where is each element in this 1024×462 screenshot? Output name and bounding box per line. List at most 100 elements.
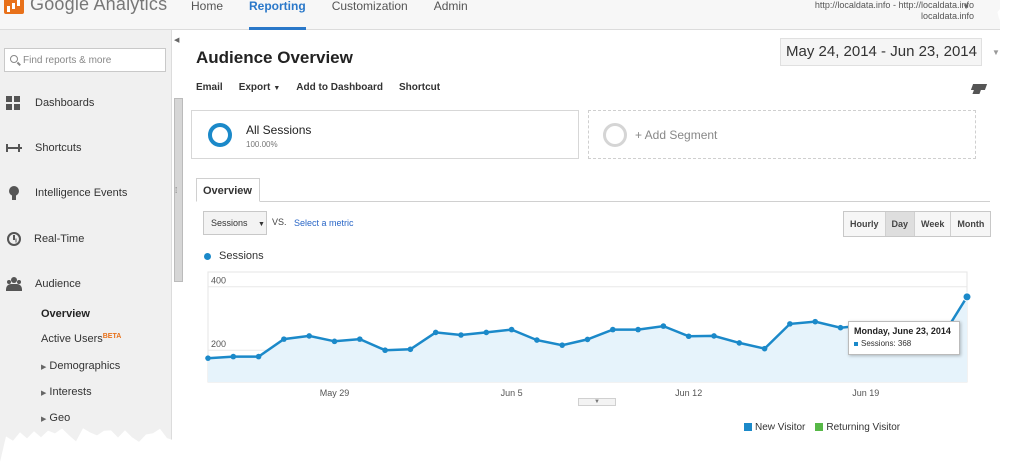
- sidebar-item-label: Intelligence Events: [35, 187, 128, 199]
- metric-label: Sessions: [211, 218, 248, 228]
- x-tick-label: Jun 19: [852, 388, 879, 398]
- export-label: Export: [238, 82, 271, 93]
- nav-customization[interactable]: Customization: [331, 0, 408, 13]
- select-metric-link[interactable]: Select a metric: [294, 218, 354, 228]
- granularity-day-button[interactable]: Day: [884, 212, 915, 236]
- account-selector[interactable]: http://localdata.info - http://localdata…: [815, 0, 974, 22]
- export-button[interactable]: Export ▼: [239, 82, 281, 93]
- email-button[interactable]: Email: [196, 82, 223, 93]
- data-point: [584, 336, 591, 343]
- chart-collapse-toggle[interactable]: ▼: [578, 398, 616, 406]
- analytics-logo-icon: [4, 0, 24, 14]
- segment-ring-icon: [208, 123, 232, 147]
- sidebar-item-intelligence-events[interactable]: Intelligence Events: [0, 178, 170, 208]
- report-toolbar: Email Export ▼ Add to Dashboard Shortcut: [196, 82, 440, 93]
- sidebar-subitem-geo[interactable]: ▶ Geo: [41, 412, 70, 424]
- legend-returning-visitor: Returning Visitor: [815, 422, 900, 433]
- granularity-week-button[interactable]: Week: [914, 212, 951, 236]
- google-analytics-logo[interactable]: Google Analytics: [4, 0, 167, 15]
- sidebar-item-label: Real-Time: [34, 233, 85, 245]
- data-point: [534, 337, 540, 343]
- top-bar: Google Analytics Home Reporting Customiz…: [0, 0, 1000, 30]
- account-property: localdata.info: [920, 11, 974, 21]
- sidebar-subitem-interests[interactable]: ▶ Interests: [41, 386, 92, 398]
- data-point: [458, 332, 464, 338]
- data-point: [685, 333, 692, 340]
- tooltip-label: Sessions: 368: [861, 339, 912, 348]
- data-point: [230, 353, 237, 360]
- search-input[interactable]: Find reports & more: [4, 48, 166, 72]
- new-visitor-swatch-icon: [744, 423, 752, 431]
- segment-percent: 100.00%: [246, 140, 278, 149]
- chevron-down-icon[interactable]: ▼: [962, 2, 970, 11]
- expand-arrow-icon: ▶: [41, 390, 47, 397]
- x-tick-label: Jun 5: [501, 388, 523, 398]
- add-to-dashboard-button[interactable]: Add to Dashboard: [296, 82, 383, 93]
- visitor-legend: New Visitor Returning Visitor: [744, 422, 900, 433]
- nav-admin[interactable]: Admin: [433, 0, 468, 13]
- sidebar-subitem-overview[interactable]: Overview: [41, 308, 90, 320]
- resize-grip-icon[interactable]: ⁞: [175, 186, 178, 195]
- data-point: [255, 353, 262, 360]
- metric-dropdown[interactable]: Sessions ▼: [203, 211, 267, 235]
- sidebar-subitem-demographics[interactable]: ▶ Demographics: [41, 360, 120, 372]
- granularity-toggle: Hourly Day Week Month: [843, 211, 992, 237]
- chevron-down-icon: ▼: [273, 85, 281, 92]
- sidebar-item-label: Active Users: [41, 333, 103, 345]
- shortcut-button[interactable]: Shortcut: [398, 82, 441, 93]
- expand-arrow-icon: ▶: [41, 416, 47, 423]
- sidebar-item-dashboards[interactable]: Dashboards: [0, 88, 170, 118]
- data-point: [635, 326, 641, 333]
- beta-badge: BETA: [102, 333, 122, 340]
- sidebar-item-real-time[interactable]: Real-Time: [0, 224, 170, 254]
- segment-name: All Sessions: [246, 123, 312, 137]
- nav-reporting[interactable]: Reporting: [249, 0, 318, 30]
- data-point: [432, 329, 439, 336]
- clock-icon: [7, 232, 21, 246]
- lightbulb-icon: [6, 186, 22, 200]
- main-nav: Home Reporting Customization Admin: [191, 0, 494, 30]
- graduation-cap-icon[interactable]: [970, 84, 988, 90]
- account-url: http://localdata.info - http://localdata…: [814, 0, 974, 10]
- grid-icon: [6, 96, 22, 110]
- chevron-down-icon: ▼: [258, 221, 265, 228]
- legend-label: New Visitor: [755, 422, 806, 433]
- data-point: [610, 326, 616, 333]
- chevron-down-icon[interactable]: ▼: [992, 48, 1000, 57]
- granularity-hourly-button[interactable]: Hourly: [844, 212, 885, 236]
- data-point: [281, 336, 287, 342]
- data-point: [837, 324, 844, 331]
- search-icon: [10, 55, 18, 63]
- data-point: [711, 333, 717, 339]
- sidebar: Find reports & more Dashboards Shortcuts…: [0, 30, 172, 462]
- granularity-month-button[interactable]: Month: [950, 212, 991, 236]
- data-point: [483, 329, 490, 336]
- sidebar-item-label: Dashboards: [35, 97, 95, 109]
- tab-overview[interactable]: Overview: [196, 178, 260, 202]
- tooltip-date: Monday, June 23, 2014: [854, 326, 951, 336]
- series-dot-icon: [204, 252, 211, 260]
- data-point: [508, 326, 515, 333]
- segment-all-sessions[interactable]: All Sessions 100.00%: [191, 110, 579, 159]
- legend-label: Returning Visitor: [826, 422, 901, 433]
- sidebar-subitem-active-users[interactable]: Active UsersBETA: [41, 333, 121, 345]
- date-range-picker[interactable]: May 24, 2014 - Jun 23, 2014: [780, 38, 982, 66]
- collapse-sidebar-icon[interactable]: ◀: [174, 37, 180, 44]
- sidebar-item-label: Interests: [49, 386, 92, 398]
- sidebar-item-label: Demographics: [49, 360, 121, 372]
- sidebar-item-shortcuts[interactable]: Shortcuts: [0, 133, 170, 163]
- data-point: [331, 338, 338, 345]
- sidebar-item-label: Geo: [49, 412, 71, 424]
- expand-arrow-icon: ▶: [41, 364, 47, 371]
- add-segment-button[interactable]: + Add Segment: [588, 110, 976, 159]
- nav-home[interactable]: Home: [191, 0, 224, 13]
- data-point: [962, 292, 972, 302]
- data-point: [812, 318, 818, 325]
- legend-new-visitor: New Visitor: [744, 422, 805, 433]
- app-title: Google Analytics: [30, 0, 168, 14]
- sidebar-item-label: Shortcuts: [35, 142, 82, 154]
- data-point: [205, 355, 211, 361]
- sidebar-item-audience[interactable]: Audience: [0, 269, 170, 299]
- x-tick-label: Jun 12: [675, 388, 702, 398]
- series-swatch-icon: [854, 342, 858, 346]
